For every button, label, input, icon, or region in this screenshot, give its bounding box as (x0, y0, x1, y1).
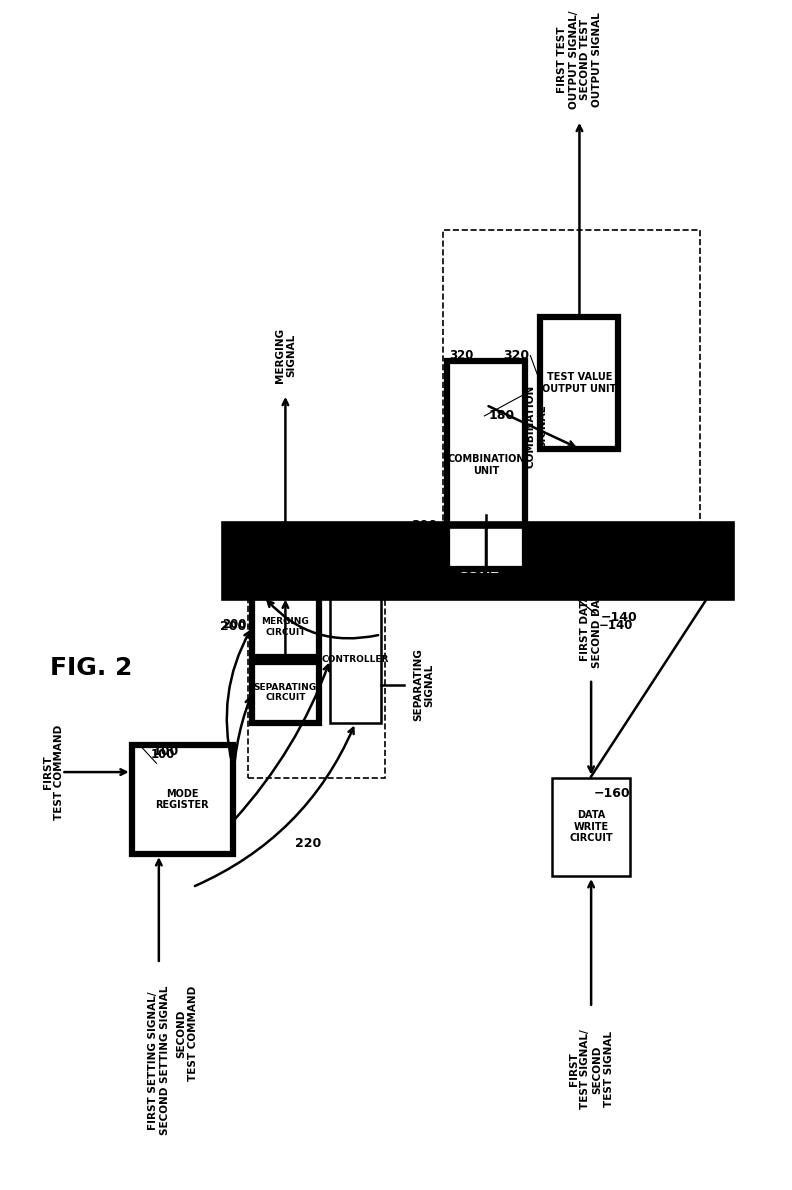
Text: 200: 200 (223, 618, 246, 631)
Text: MERGING
SIGNAL: MERGING SIGNAL (274, 328, 296, 383)
Text: FIRST
TEST SIGNAL/
SECOND
TEST SIGNAL: FIRST TEST SIGNAL/ SECOND TEST SIGNAL (568, 1029, 613, 1109)
Bar (329, 596, 380, 722)
Bar (447, 361, 524, 569)
Bar (131, 745, 233, 854)
Bar (248, 585, 384, 777)
Text: 300: 300 (414, 525, 439, 538)
Text: 320: 320 (449, 349, 474, 362)
Text: FIG. 2: FIG. 2 (50, 656, 132, 679)
Text: 100: 100 (151, 749, 175, 762)
Text: −140: −140 (598, 619, 633, 632)
Bar (252, 596, 318, 657)
Bar (551, 777, 630, 876)
Text: FIRST SETTING SIGNAL/
SECOND SETTING SIGNAL: FIRST SETTING SIGNAL/ SECOND SETTING SIG… (148, 985, 169, 1135)
Text: 220: 220 (295, 837, 321, 850)
Bar (540, 318, 618, 449)
Text: COMBINATION
UNIT: COMBINATION UNIT (447, 455, 524, 476)
Text: 300: 300 (410, 519, 436, 532)
Text: −140: −140 (600, 610, 637, 624)
Bar (225, 526, 730, 596)
FancyArrowPatch shape (227, 632, 249, 764)
Text: MODE
REGISTER: MODE REGISTER (155, 789, 209, 810)
Text: MEMORY
CORE: MEMORY CORE (444, 546, 512, 576)
Text: MERGING
CIRCUIT: MERGING CIRCUIT (261, 618, 309, 637)
Text: SEPARATING
CIRCUIT: SEPARATING CIRCUIT (253, 683, 317, 702)
Text: FIRST TEST
OUTPUT SIGNAL/
SECOND TEST
OUTPUT SIGNAL: FIRST TEST OUTPUT SIGNAL/ SECOND TEST OU… (557, 11, 601, 109)
Text: COMBINATION
SIGNAL: COMBINATION SIGNAL (525, 386, 546, 469)
Text: SEPARATING
SIGNAL: SEPARATING SIGNAL (413, 649, 434, 721)
Text: DATA
WRITE
CIRCUIT: DATA WRITE CIRCUIT (569, 810, 612, 844)
Text: −160: −160 (593, 788, 630, 801)
Bar (540, 318, 618, 449)
Text: 120: 120 (250, 565, 276, 578)
Text: 180: 180 (488, 409, 514, 422)
Text: CONTROLLER: CONTROLLER (322, 656, 389, 664)
Text: 120: 120 (252, 562, 276, 575)
Text: 320: 320 (502, 349, 528, 362)
Text: 200: 200 (219, 620, 246, 633)
FancyArrowPatch shape (195, 728, 353, 887)
Text: TEST VALUE
OUTPUT UNIT: TEST VALUE OUTPUT UNIT (542, 372, 616, 394)
Bar (252, 596, 318, 657)
Bar (225, 526, 730, 596)
Text: FIRST DATA SIGNAL
SECOND DATA SIGNAL: FIRST DATA SIGNAL SECOND DATA SIGNAL (580, 539, 601, 668)
Bar (443, 230, 699, 581)
Text: 100: 100 (152, 745, 179, 758)
FancyArrowPatch shape (234, 665, 329, 820)
Bar (252, 663, 318, 722)
Bar (447, 361, 524, 569)
FancyArrowPatch shape (268, 601, 378, 638)
FancyArrowPatch shape (233, 697, 250, 796)
Text: FIRST
TEST COMMAND: FIRST TEST COMMAND (43, 725, 64, 820)
Text: SECOND
TEST COMMAND: SECOND TEST COMMAND (177, 985, 198, 1081)
Bar (131, 745, 233, 854)
Bar (252, 663, 318, 722)
